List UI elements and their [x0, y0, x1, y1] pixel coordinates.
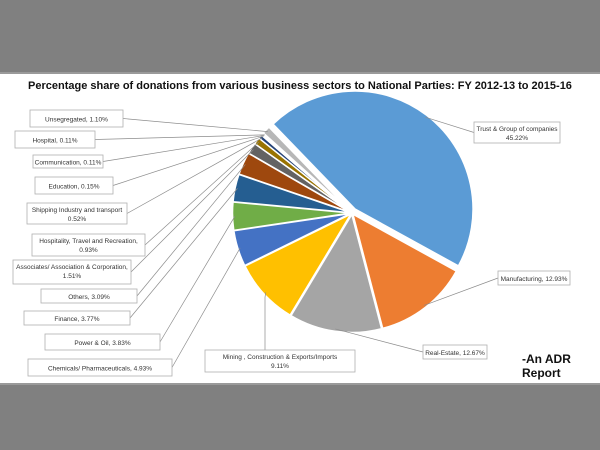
leader-line-3 [264, 292, 267, 350]
data-label-box-5 [44, 333, 161, 351]
leader-line-1 [423, 277, 499, 306]
data-label-box-2 [422, 344, 488, 360]
leader-line-12 [102, 135, 265, 162]
data-label-5: Power & Oil, 3.83% [74, 340, 131, 347]
leader-line-11 [112, 135, 264, 186]
data-label-box-4 [27, 358, 173, 377]
leader-line-5 [159, 215, 236, 343]
leader-line-4 [171, 247, 241, 368]
pie-slice-14 [262, 126, 352, 213]
credit-text: -An ADR Report [522, 352, 571, 380]
data-label-10: Shipping Industry and transport 0.52% [32, 207, 123, 223]
data-label-9: Hospitality, Travel and Recreation, 0.93% [39, 238, 138, 254]
data-label-box-7 [40, 288, 138, 304]
data-label-13: Hospital, 0.11% [32, 138, 77, 145]
data-label-box-14 [29, 109, 124, 128]
pie-slice-1 [351, 212, 458, 330]
leader-line-0 [425, 116, 475, 133]
data-label-2: Real-Estate, 12.67% [425, 350, 485, 357]
leader-line-9 [144, 141, 259, 246]
data-label-box-9 [31, 233, 146, 257]
data-label-box-10 [26, 202, 128, 225]
data-label-6: Finance, 3.77% [54, 316, 99, 323]
data-label-4: Chemicals/ Pharmaceuticals, 4.93% [48, 366, 152, 373]
chart-title: Percentage share of donations from vario… [28, 80, 572, 92]
data-label-box-8 [12, 259, 132, 285]
leader-line-8 [130, 149, 254, 273]
data-label-12: Communication, 0.11% [35, 160, 102, 167]
pie-slice-0 [272, 90, 474, 267]
data-label-box-6 [23, 310, 131, 326]
data-label-box-12 [32, 154, 104, 169]
pie-slice-2 [289, 212, 383, 334]
data-label-1: Manufacturing, 12.93% [501, 276, 568, 283]
data-label-14: Unsegregated, 1.10% [45, 117, 108, 124]
data-label-3: Mining , Construction & Exports/Imports 9… [223, 354, 338, 370]
leader-line-13 [94, 134, 265, 140]
leader-line-2 [335, 328, 424, 353]
data-label-7: Others, 3.09% [68, 294, 110, 301]
data-label-box-1 [497, 270, 571, 286]
data-label-11: Education, 0.15% [49, 184, 100, 191]
leader-line-14 [122, 118, 268, 132]
leader-line-7 [136, 164, 246, 297]
data-label-0: Trust & Group of companies 45.22% [476, 126, 558, 142]
data-label-box-11 [34, 176, 114, 195]
leader-line-10 [126, 137, 263, 214]
data-label-box-3 [204, 349, 356, 373]
data-label-box-0 [473, 121, 561, 144]
leader-line-6 [129, 188, 238, 319]
data-label-8: Associates/ Association & Corporation, 1.… [16, 264, 128, 280]
data-label-box-13 [14, 130, 96, 149]
